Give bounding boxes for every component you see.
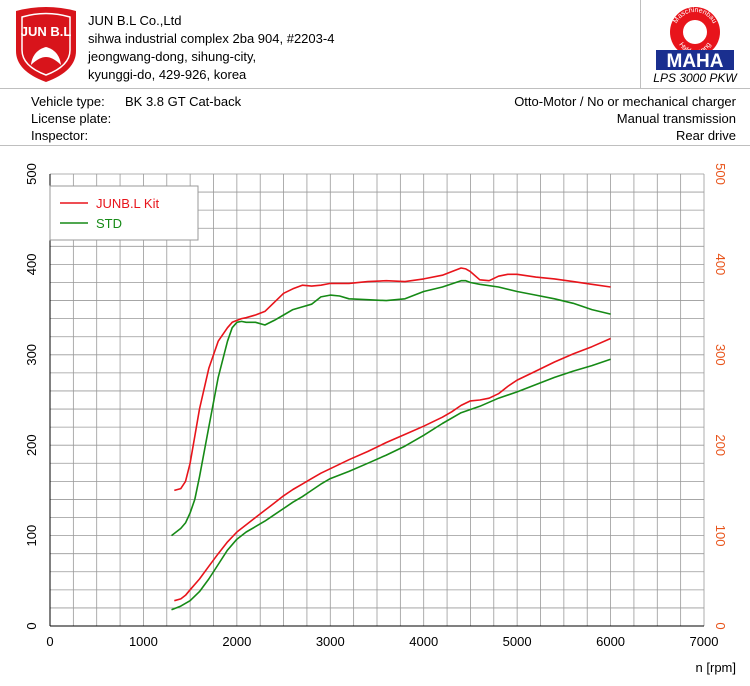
y-tick-label-right: 300	[713, 344, 728, 366]
junbl-logo: JUN B.L	[16, 7, 76, 82]
y-tick-label-right: 0	[713, 622, 728, 629]
y-tick-label-left: 0	[24, 622, 39, 629]
inspector-label: Inspector:	[31, 128, 89, 143]
x-tick-label: 6000	[596, 634, 625, 649]
x-tick-label: 0	[46, 634, 53, 649]
maha-logo: Maschinenbau Haldenwang MAHA	[656, 7, 734, 72]
x-tick-label: 1000	[129, 634, 158, 649]
vehicle-info: Vehicle type: BK 3.8 GT Cat-back License …	[0, 89, 750, 146]
engine-type: Otto-Motor / No or mechanical charger	[514, 94, 736, 109]
legend-label: STD	[96, 216, 122, 231]
dyno-chart: 0 1000 2000 3000 4000 5000 6000 700001002003004…	[24, 163, 736, 675]
y-tick-label-right: 400	[713, 254, 728, 276]
dyno-model: LPS 3000 PKW	[653, 71, 737, 85]
series-line	[171, 279, 611, 537]
y-tick-label-left: 400	[24, 254, 39, 276]
license-plate-label: License plate:	[31, 111, 112, 126]
drive-type: Rear drive	[676, 128, 736, 143]
vehicle-type-row: Vehicle type: BK 3.8 GT Cat-back	[31, 94, 241, 109]
license-plate-row: License plate:	[31, 111, 125, 126]
transmission-type: Manual transmission	[616, 111, 736, 126]
svg-text:JUN B.L: JUN B.L	[21, 24, 72, 39]
address-line-2: jeongwang-dong, sihung-city,	[88, 49, 257, 64]
y-tick-label-left: 500	[24, 163, 39, 185]
x-tick-label: 7000	[690, 634, 719, 649]
y-tick-label-right: 200	[713, 434, 728, 456]
vehicle-type-label: Vehicle type:	[31, 94, 105, 109]
report-header: JUN B.L JUN B.L Co.,Ltd sihwa industrial…	[0, 0, 750, 89]
y-tick-label-right: 100	[713, 525, 728, 547]
x-tick-label: 5000	[503, 634, 532, 649]
series-line	[174, 267, 611, 492]
y-tick-label-left: 200	[24, 434, 39, 456]
header-divider	[640, 0, 641, 88]
svg-text:MAHA: MAHA	[667, 51, 724, 72]
y-tick-label-left: 100	[24, 525, 39, 547]
y-tick-label-left: 300	[24, 344, 39, 366]
series-line	[171, 358, 611, 611]
vehicle-type-value: BK 3.8 GT Cat-back	[125, 94, 242, 109]
y-tick-label-right: 500	[713, 163, 728, 185]
x-tick-label: 2000	[222, 634, 251, 649]
legend-box	[49, 185, 199, 241]
inspector-row: Inspector:	[31, 128, 125, 143]
address-line-1: sihwa industrial complex 2ba 904, #2203-…	[88, 31, 335, 46]
company-address: JUN B.L Co.,Ltd sihwa industrial complex…	[88, 12, 334, 84]
address-line-3: kyunggi-do, 429-926, korea	[88, 67, 247, 82]
series-line	[174, 337, 611, 602]
legend-label: JUNB.L Kit	[96, 196, 159, 211]
x-tick-label: 3000	[316, 634, 345, 649]
x-axis-label: n [rpm]	[696, 660, 736, 675]
company-name: JUN B.L Co.,Ltd	[88, 13, 182, 28]
x-tick-label: 4000	[409, 634, 438, 649]
